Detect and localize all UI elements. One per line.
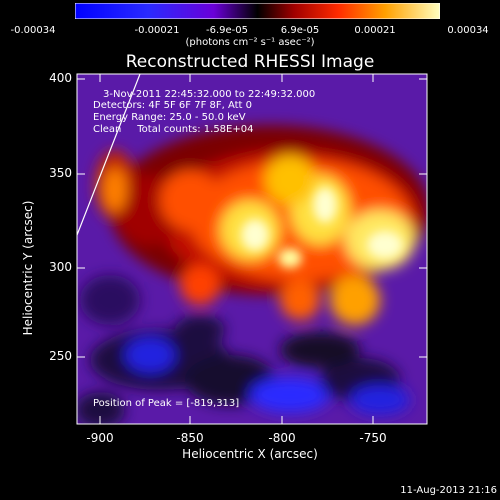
timestamp-footer: 11-Aug-2013 21:16 xyxy=(400,485,497,496)
y-tick-label: 350 xyxy=(49,166,72,180)
y-tick-label: 400 xyxy=(49,71,72,85)
solar-limb-line xyxy=(77,74,141,236)
x-tick-label: -750 xyxy=(359,431,387,445)
time-range-text: 3-Nov-2011 22:45:32.000 to 22:49:32.000 xyxy=(103,89,316,100)
x-tick-label: -800 xyxy=(268,431,296,445)
x-axis-label: Heliocentric X (arcsec) xyxy=(182,447,318,461)
y-axis-label: Heliocentric Y (arcsec) xyxy=(21,200,35,336)
x-tick-label: -850 xyxy=(176,431,204,445)
colorbar xyxy=(75,3,440,19)
colorbar-tick: 6.9e-05 xyxy=(280,25,320,36)
energy-range-text: Energy Range: 25.0 - 50.0 keV xyxy=(93,112,246,123)
y-tick-label: 250 xyxy=(49,349,72,363)
colorbar-tick: -0.00021 xyxy=(134,25,180,36)
plot-title: Reconstructed RHESSI Image xyxy=(125,52,375,72)
y-tick-label: 300 xyxy=(49,260,72,274)
x-tick-label: -900 xyxy=(86,431,114,445)
colorbar-tick: -6.9e-05 xyxy=(206,25,248,36)
peak-position-text: Position of Peak = [-819,313] xyxy=(93,398,240,409)
colorbar-tick: -0.00034 xyxy=(10,25,56,36)
clean-counts-text: Clean Total counts: 1.58E+04 xyxy=(93,124,254,135)
colorbar-unit: (photons cm⁻² s⁻¹ asec⁻²) xyxy=(185,37,315,48)
colorbar-tick: 0.00034 xyxy=(447,25,489,36)
detectors-text: Detectors: 4F 5F 6F 7F 8F, Att 0 xyxy=(93,100,253,111)
colorbar-tick: 0.00021 xyxy=(354,25,396,36)
